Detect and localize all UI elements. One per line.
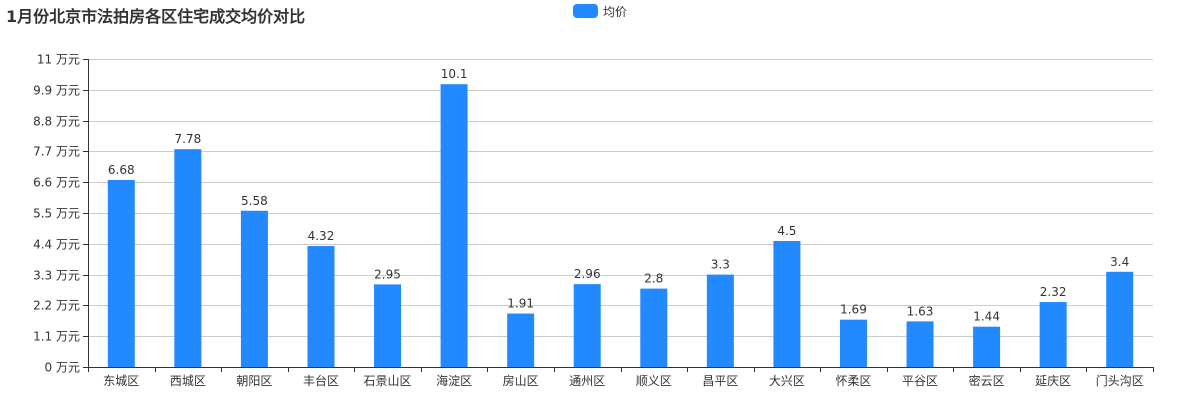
bar: [307, 246, 335, 367]
bar-value-label: 3.4: [1110, 255, 1129, 269]
x-tick-label: 通州区: [569, 374, 605, 388]
bar: [240, 210, 268, 367]
bar: [839, 319, 867, 367]
x-tick-label: 大兴区: [769, 374, 805, 388]
bar-value-label: 2.95: [374, 267, 401, 281]
bar-value-label: 4.32: [308, 229, 335, 243]
bar: [174, 149, 202, 367]
y-tick-label: 11 万元: [37, 53, 80, 67]
bar: [1039, 302, 1067, 367]
bar-value-label: 1.91: [507, 297, 534, 311]
bar: [640, 288, 668, 367]
x-tick-label: 石景山区: [364, 374, 412, 388]
bar-value-label: 7.78: [174, 132, 201, 146]
legend-swatch: [573, 4, 598, 18]
bar: [706, 274, 734, 367]
y-tick-label: 7.7 万元: [33, 145, 80, 159]
bar: [573, 284, 601, 367]
x-tick-label: 丰台区: [303, 373, 339, 388]
bar-value-label: 10.1: [441, 67, 468, 81]
x-tick-label: 门头沟区: [1096, 373, 1144, 388]
bar: [773, 241, 801, 367]
y-tick-label: 5.5 万元: [33, 207, 80, 221]
x-tick-label: 西城区: [170, 374, 206, 388]
y-tick-label: 3.3 万元: [33, 269, 80, 283]
bar: [1106, 271, 1134, 367]
x-tick-label: 朝阳区: [236, 374, 272, 388]
bar-value-label: 5.58: [241, 194, 268, 208]
bar-value-label: 1.63: [907, 304, 934, 318]
x-tick-label: 延庆区: [1035, 374, 1071, 388]
bar: [374, 284, 402, 367]
x-tick-label: 海淀区: [436, 373, 472, 388]
bar-value-label: 1.44: [973, 310, 1000, 324]
bar-value-label: 3.3: [711, 258, 730, 272]
chart-title: 1月份北京市法拍房各区住宅成交均价对比: [6, 7, 306, 26]
bar-value-label: 6.68: [108, 163, 135, 177]
bar: [107, 179, 135, 367]
y-tick-label: 8.8 万元: [33, 115, 80, 129]
legend-label: 均价: [603, 4, 628, 19]
bar: [440, 84, 468, 367]
x-tick-label: 平谷区: [902, 374, 938, 388]
x-tick-label: 怀柔区: [835, 374, 871, 388]
x-tick-label: 房山区: [503, 373, 539, 388]
x-tick-label: 东城区: [103, 374, 139, 388]
bar-value-label: 2.96: [574, 267, 601, 281]
bar: [906, 321, 934, 367]
bar: [973, 326, 1001, 367]
y-tick-label: 9.9 万元: [33, 84, 80, 98]
bar: [507, 313, 535, 367]
bar-value-label: 2.8: [644, 272, 663, 286]
y-tick-label: 4.4 万元: [33, 238, 80, 252]
x-tick-label: 顺义区: [636, 374, 672, 388]
bar-value-label: 1.69: [840, 303, 867, 317]
bar-value-label: 4.5: [777, 224, 796, 238]
x-tick-label: 密云区: [969, 373, 1005, 388]
y-tick-label: 2.2 万元: [33, 299, 80, 313]
legend[interactable]: 均价: [573, 4, 628, 19]
y-tick-label: 0 万元: [45, 361, 80, 375]
x-tick-label: 昌平区: [702, 374, 738, 388]
y-tick-label: 1.1 万元: [33, 330, 80, 344]
bar-value-label: 2.32: [1040, 285, 1067, 299]
y-tick-label: 6.6 万元: [33, 176, 80, 190]
